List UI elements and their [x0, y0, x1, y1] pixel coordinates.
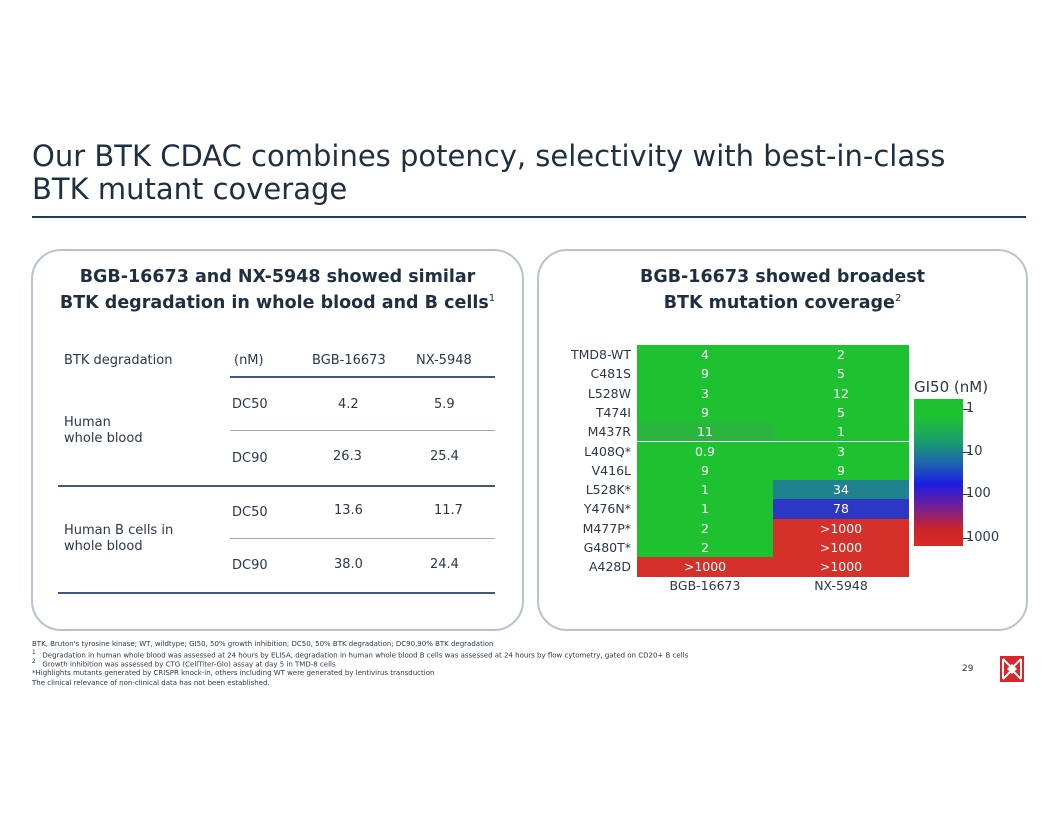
footnote-1: 1 Degradation in human whole blood was a… [32, 650, 689, 660]
page-title-line1: Our BTK CDAC combines potency, selectivi… [32, 139, 946, 173]
colorbar-tick-label: 100 [966, 486, 991, 501]
heatmap-row-label: M477P* [582, 520, 631, 536]
table-cell: 26.3 [333, 449, 362, 464]
table-cell: 5.9 [434, 397, 455, 412]
table-cell: DC90 [232, 558, 268, 573]
heatmap-cell: 1 [637, 480, 773, 500]
colorbar-tick-label: 10 [966, 444, 983, 459]
degradation-heading-line1: BGB-16673 and NX-5948 showed similar [79, 267, 476, 287]
heatmap-cell: 5 [773, 364, 909, 384]
beigene-logo-icon [1000, 656, 1024, 682]
heatmap-cell: 0.9 [637, 441, 773, 461]
heatmap-cell: 2 [637, 518, 773, 538]
heatmap-row-label: Y476N* [583, 501, 631, 517]
colorbar-tick-label: 1000 [966, 530, 1000, 545]
heatmap-cell: 11 [637, 422, 773, 442]
heatmap-cell: >1000 [773, 518, 909, 538]
footnote-2: 2 Growth inhibition was assessed by CTG … [32, 659, 336, 669]
colorbar-tick [963, 452, 970, 453]
heatmap-cell: 9 [637, 364, 773, 384]
table-cell: DC50 [232, 505, 268, 520]
footnote-disclaimer: The clinical relevance of non-clinical d… [32, 679, 270, 687]
degradation-heading-line2: BTK degradation in whole blood and B cel… [59, 292, 489, 313]
colorbar-tick [963, 494, 970, 495]
colorbar-tick [963, 538, 970, 539]
heatmap-row-label: G480T* [583, 540, 631, 555]
heatmap-row-label: T474I [595, 404, 631, 420]
page-title-line2: BTK mutant coverage [32, 172, 348, 206]
heatmap-cell: 2 [637, 538, 773, 558]
heatmap-row-label: V416L [591, 462, 631, 478]
heatmap-cell: 1 [637, 499, 773, 519]
page-title: Our BTK CDAC combines potency, selectivi… [32, 140, 1032, 206]
heatmap-cell: 9 [637, 402, 773, 423]
title-divider [32, 216, 1026, 218]
table-header-rule [230, 376, 495, 378]
heatmap-column-label: BGB-16673 [669, 577, 741, 593]
heatmap-cell: 4 [637, 345, 773, 365]
footnote-abbreviations: BTK, Bruton's tyrosine kinase; WT, wildt… [32, 640, 494, 648]
heatmap-row-label: C481S [590, 366, 631, 382]
heatmap-row-label: A428D [588, 559, 631, 575]
footnote-ref-2: 2 [894, 293, 902, 304]
colorbar [914, 399, 963, 546]
heatmap-cell: >1000 [773, 557, 909, 577]
heatmap-row-label: L528K* [585, 482, 631, 498]
colorbar-tick-label: 1 [966, 401, 975, 416]
table-cell: 13.6 [334, 503, 363, 518]
heatmap-cell: 12 [773, 383, 909, 403]
footnote-crispr: *Highlights mutants generated by CRISPR … [32, 669, 435, 677]
mutation-heading-line2: BTK mutation coverage [663, 292, 895, 313]
heatmap-cell: 1 [773, 422, 909, 442]
mutation-heading-line1: BGB-16673 showed broadest [640, 267, 925, 287]
heatmap-cell: 34 [773, 480, 909, 500]
heatmap-row-label: M437R [587, 424, 631, 440]
table-header-nx: NX-5948 [416, 353, 472, 368]
table-cell: 38.0 [334, 557, 363, 572]
degradation-panel: BGB-16673 and NX-5948 showed similar BTK… [31, 249, 524, 631]
heatmap-row-label: L528W [587, 385, 631, 401]
row-divider [230, 430, 495, 431]
table-bottom-rule [58, 592, 495, 594]
heatmap-cell: 2 [773, 345, 909, 365]
degradation-panel-heading: BGB-16673 and NX-5948 showed similar BTK… [33, 266, 522, 314]
heatmap-column-label: NX-5948 [814, 577, 868, 593]
colorbar-title: GI50 (nM) [914, 378, 989, 396]
table-cell: 11.7 [434, 503, 463, 518]
group-label-b-cells: Human B cells in whole blood [64, 523, 174, 554]
table-header-bgb: BGB-16673 [312, 353, 386, 368]
heatmap-cell: >1000 [637, 557, 773, 577]
table-header-metric: BTK degradation [64, 353, 173, 368]
group-divider [58, 485, 495, 487]
heatmap-cell: 78 [773, 499, 909, 519]
heatmap-row-label: L408Q* [584, 443, 631, 459]
mutation-panel-heading: BGB-16673 showed broadest BTK mutation c… [539, 266, 1026, 314]
heatmap-cell: 3 [773, 441, 909, 461]
page-number: 29 [962, 664, 974, 674]
table-cell: 4.2 [338, 397, 359, 412]
table-cell: 24.4 [430, 557, 459, 572]
heatmap-cell: 9 [637, 460, 773, 481]
heatmap-row-label: TMD8-WT [571, 347, 631, 362]
heatmap-cell: 9 [773, 460, 909, 481]
colorbar-tick [963, 409, 970, 410]
heatmap-cell: >1000 [773, 538, 909, 558]
table-cell: DC90 [232, 451, 268, 466]
heatmap-cell: 3 [637, 383, 773, 403]
group-label-whole-blood: Human whole blood [64, 415, 143, 446]
table-header-unit: (nM) [234, 353, 264, 368]
table-cell: 25.4 [430, 449, 459, 464]
row-divider [230, 538, 495, 539]
footnote-ref-1: 1 [488, 293, 496, 304]
table-cell: DC50 [232, 397, 268, 412]
heatmap-cell: 5 [773, 402, 909, 423]
